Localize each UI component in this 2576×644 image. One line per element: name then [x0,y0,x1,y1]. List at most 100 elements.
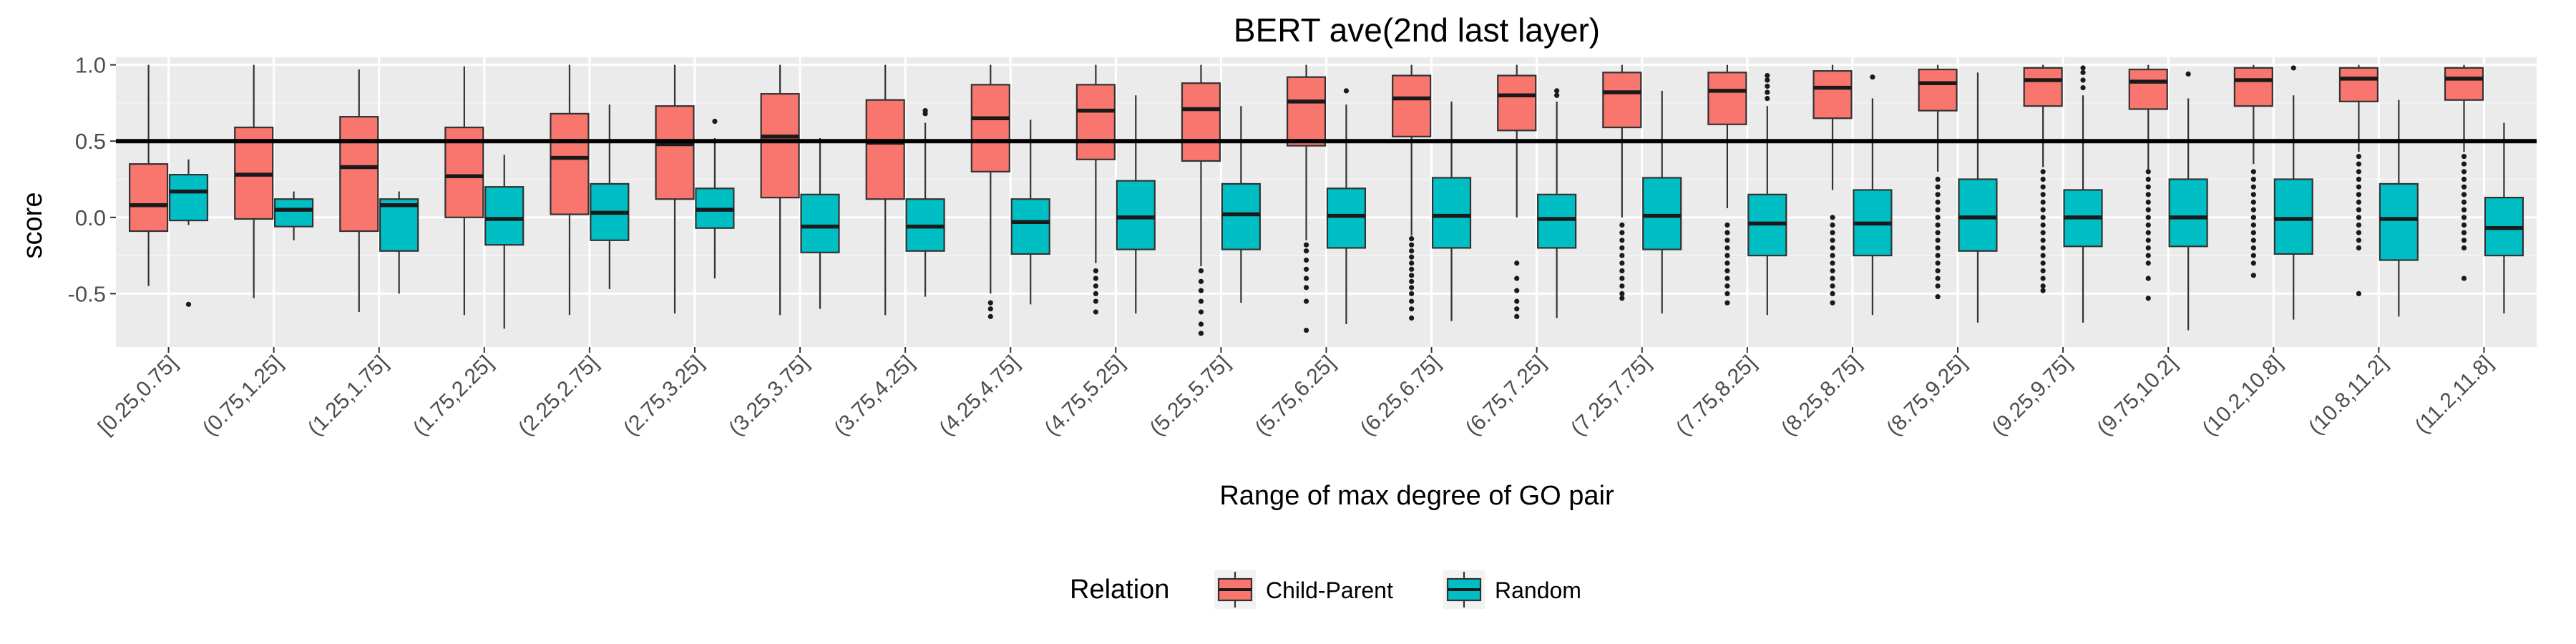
outlier-point [1830,283,1835,289]
outlier-point [2145,260,2151,266]
outlier-point [1514,288,1520,293]
box-random-10 [1221,106,1261,303]
outlier-point [2080,65,2086,71]
x-tick-label: (10.8,11.2] [2304,351,2392,439]
box-body [1116,180,1156,250]
outlier-point [2040,275,2046,281]
outlier-point [1830,260,1835,266]
y-axis-title: score [18,192,48,259]
outlier-point [1409,315,1415,321]
x-tick-label: (8.25,8.75] [1777,351,1866,441]
outlier-point [1935,215,1941,220]
outlier-point [2461,184,2467,190]
outlier-point [1198,321,1204,327]
outlier-point [1409,242,1415,248]
outlier-point [2356,222,2362,228]
x-tick-label: (1.75,2.25] [409,351,498,441]
outlier-point [2185,71,2191,77]
outlier-point [1830,222,1835,228]
outlier-point [2461,192,2467,197]
outlier-point [1198,268,1204,274]
box-child-parent-14 [1602,64,1642,301]
box-body [1497,74,1537,132]
outlier-point [1935,283,1941,289]
outlier-point [2250,238,2256,243]
outlier-point [1093,268,1098,274]
outlier-point [2461,153,2467,160]
outlier-point [2461,222,2467,228]
outlier-point [1830,268,1835,274]
x-tick-label: (9.25,9.75] [1987,351,2077,441]
box-body [2273,178,2313,255]
outlier-point [2040,253,2046,258]
outlier-point [1619,268,1625,274]
box-child-parent-22 [2444,64,2484,281]
plot-area: 1.0 0.5 0.0 -0.5 [0.25,0.75] (0.75,1.25] (1.25… [68,53,2537,441]
outlier-point [1765,72,1770,79]
outlier-point [1303,298,1309,304]
outlier-point [2250,184,2256,190]
outlier-point [712,118,718,125]
outlier-point [1935,184,1941,190]
box-random-7 [905,108,945,297]
outlier-point [987,306,993,312]
outlier-point [1619,296,1625,301]
x-tick-label: (2.75,3.25] [619,351,708,441]
box-child-parent-8 [970,64,1010,319]
outlier-point [2145,199,2151,205]
box-body [274,198,314,228]
x-tick-label: (11.2,11.8] [2411,351,2498,439]
outlier-point [1724,238,1730,243]
box-body [1326,187,1367,249]
outlier-point [2040,207,2046,213]
outlier-point [1935,268,1941,274]
outlier-point [2145,222,2151,228]
box-body [1010,198,1050,255]
outlier-point [1093,298,1098,304]
outlier-point [1409,291,1415,296]
outlier-point [1514,275,1520,281]
outlier-point [2356,176,2362,182]
x-tick-label: (1.25,1.75] [303,351,393,441]
outlier-point [2145,230,2151,235]
outlier-point [1619,291,1625,296]
outlier-point [2461,161,2467,167]
outlier-point [2145,238,2151,243]
outlier-point [1409,266,1415,272]
outlier-point [2040,222,2046,228]
outlier-point [1303,285,1309,291]
outlier-point [1724,268,1730,274]
outlier-point [185,301,192,307]
outlier-point [1935,176,1941,182]
outlier-point [2461,199,2467,205]
x-tick-label: (5.25,5.75] [1146,351,1235,441]
box-body [970,84,1010,172]
box-body [379,198,419,252]
outlier-point [2145,176,2151,182]
chart-title: BERT ave(2nd last layer) [1234,11,1600,49]
box-body [550,112,590,215]
outlier-point [1935,199,1941,205]
x-tick-label: (3.75,4.25] [829,351,919,441]
outlier-point [1093,309,1098,315]
outlier-point [2250,192,2256,197]
box-body [484,186,525,246]
y-tick-label: 0.0 [75,205,106,230]
outlier-point [1935,192,1941,197]
outlier-point [2356,230,2362,235]
outlier-point [1935,253,1941,258]
outlier-point [1935,260,1941,266]
outlier-point [2145,215,2151,220]
outlier-point [2250,245,2256,251]
outlier-point [1830,291,1835,296]
outlier-point [1619,238,1625,243]
outlier-point [2356,291,2362,296]
outlier-point [1935,245,1941,251]
outlier-point [1765,77,1770,83]
box-child-parent-6 [760,64,800,316]
outlier-point [1765,95,1770,102]
x-tick-label: (4.75,5.25] [1040,351,1130,441]
outlier-point [1830,230,1835,235]
outlier-point [1724,260,1730,266]
box-random-12 [1431,101,1472,321]
